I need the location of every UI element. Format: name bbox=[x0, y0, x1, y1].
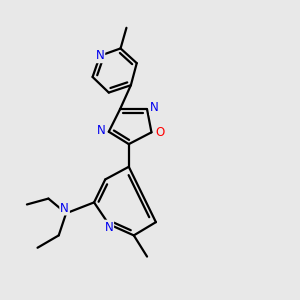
Text: N: N bbox=[150, 101, 159, 114]
Text: N: N bbox=[60, 202, 69, 214]
Text: N: N bbox=[104, 220, 113, 234]
Text: N: N bbox=[97, 124, 106, 137]
Text: N: N bbox=[96, 49, 104, 62]
Text: O: O bbox=[156, 126, 165, 139]
